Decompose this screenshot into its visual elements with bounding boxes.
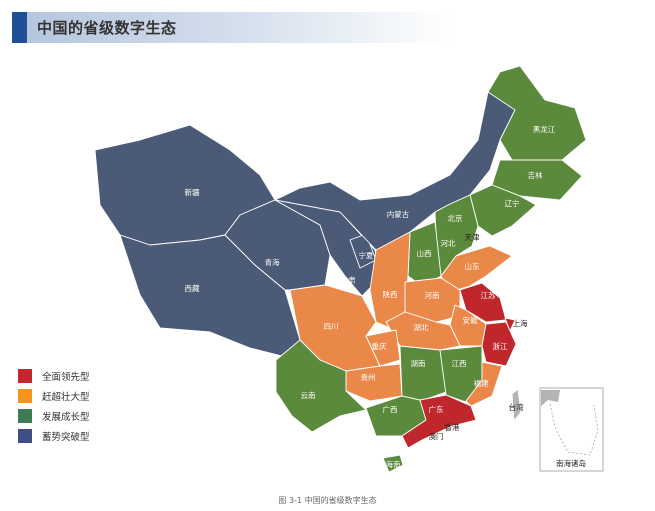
- province-label: 山东: [465, 261, 480, 271]
- region-label: 香港: [445, 422, 460, 432]
- header-accent-bar: [12, 12, 27, 43]
- province-label: 福建: [474, 378, 489, 388]
- legend-swatch: [18, 409, 32, 423]
- province-label: 广西: [383, 404, 398, 414]
- legend-swatch: [18, 369, 32, 383]
- province-label: 湖南: [411, 358, 426, 368]
- province-label: 湖北: [414, 323, 429, 332]
- legend-label: 赶超壮大型: [42, 392, 90, 403]
- legend-label: 全面领先型: [42, 372, 90, 383]
- province-label: 江西: [452, 359, 467, 368]
- province-2: [224, 199, 331, 291]
- province-label: 吉林: [528, 170, 543, 180]
- province-23: [345, 363, 403, 402]
- legend-item-accumulating: 蓄势突破型: [18, 426, 90, 446]
- region-label: 澳门: [429, 431, 444, 441]
- figure-caption: 图 3-1 中国的省级数字生态: [278, 496, 377, 505]
- province-30: [382, 454, 404, 473]
- province-label: 重庆: [372, 341, 387, 351]
- inset-boundary-dashes: [549, 403, 599, 456]
- province-label: 黑龙江: [533, 124, 556, 134]
- province-label: 新疆: [185, 187, 200, 197]
- province-label: 云南: [301, 390, 316, 400]
- province-6: [487, 65, 587, 161]
- province-label: 北京: [448, 213, 463, 223]
- legend-item-catching-up: 赶超壮大型: [18, 386, 90, 406]
- legend-swatch: [18, 389, 32, 403]
- legend-label: 发展成长型: [42, 412, 90, 423]
- province-22: [365, 329, 401, 367]
- province-24: [275, 339, 367, 433]
- province-25: [399, 345, 447, 403]
- section-header: 中国的省级数字生态: [12, 12, 452, 43]
- province-label: 安徽: [463, 315, 478, 325]
- legend-label: 蓄势突破型: [42, 432, 90, 443]
- province-label: 广东: [429, 404, 444, 414]
- province-label: 青海: [265, 257, 280, 267]
- page-title: 中国的省级数字生态: [37, 19, 177, 37]
- province-29: [401, 394, 477, 449]
- province-label: 山西: [417, 248, 432, 258]
- province-label: 浙江: [493, 341, 508, 351]
- province-label: 内蒙古: [387, 209, 410, 219]
- province-label: 宁夏: [359, 250, 374, 260]
- south-china-sea-inset: 南海诸岛: [539, 387, 604, 472]
- legend-item-leading: 全面领先型: [18, 366, 90, 386]
- province-label: 天津: [465, 233, 480, 242]
- legend: 全面领先型 赶超壮大型 发展成长型 蓄势突破型: [18, 366, 90, 446]
- inset-frame: [539, 387, 604, 472]
- province-label: 辽宁: [505, 198, 520, 208]
- province-label: 江苏: [481, 290, 496, 300]
- province-label: 台湾: [509, 402, 524, 412]
- inset-land: [541, 390, 560, 406]
- province-label: 贵州: [361, 372, 376, 382]
- province-label: 上海: [513, 318, 528, 328]
- province-label: 四川: [324, 322, 339, 331]
- province-label: 陕西: [383, 289, 398, 299]
- province-label: 河南: [425, 290, 440, 300]
- province-label: 海南: [386, 459, 401, 469]
- province-8: [469, 184, 537, 237]
- province-label: 甘肃: [341, 275, 356, 285]
- legend-item-developing: 发展成长型: [18, 406, 90, 426]
- inset-label: 南海诸岛: [556, 458, 586, 468]
- province-label: 西藏: [185, 283, 200, 293]
- province-layer: [94, 65, 587, 473]
- legend-swatch: [18, 429, 32, 443]
- province-label: 河北: [441, 239, 456, 248]
- province-31: [511, 388, 522, 422]
